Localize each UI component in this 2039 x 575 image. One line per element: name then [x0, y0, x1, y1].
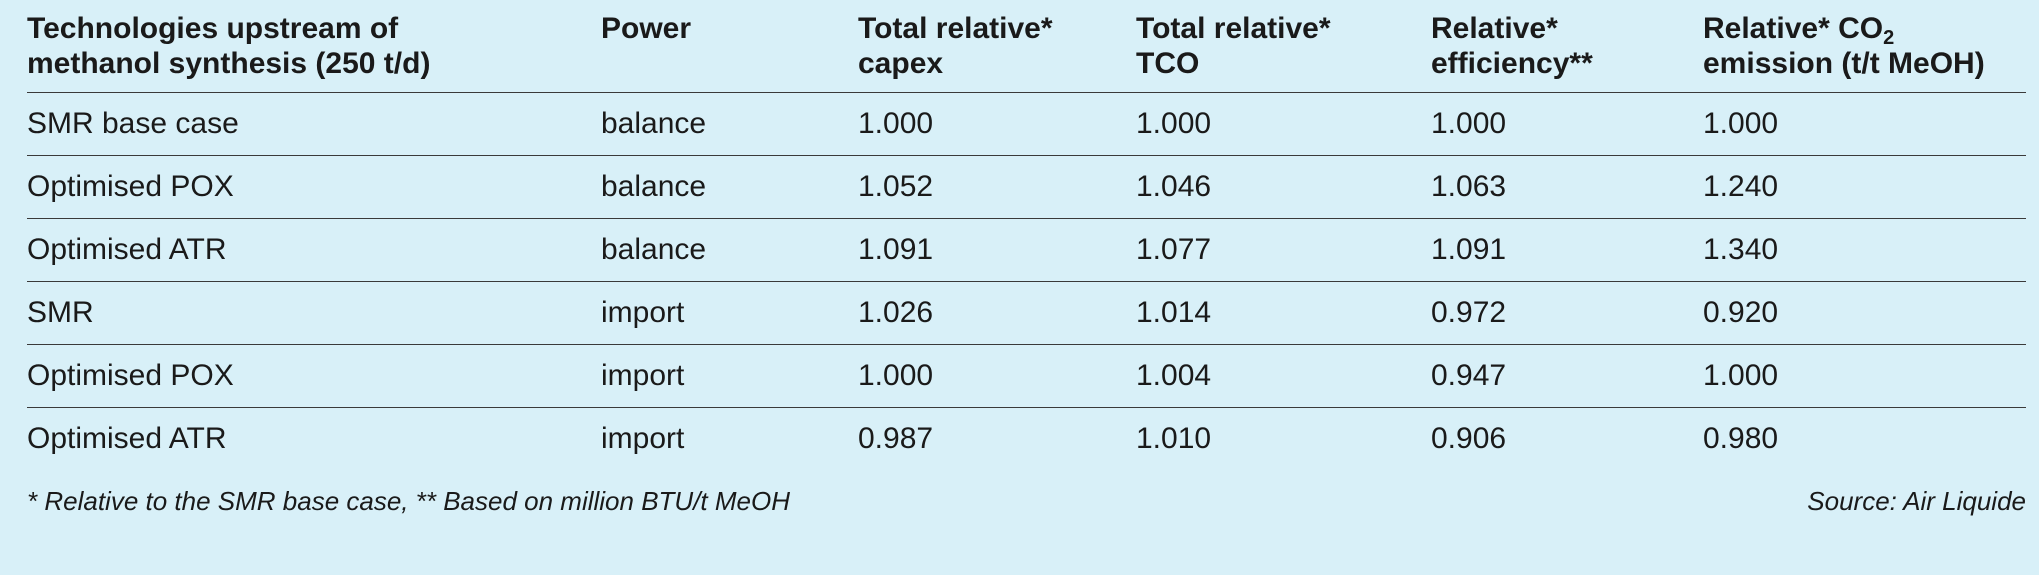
methanol-technology-table: Technologies upstream of methanol synthes…: [27, 0, 2026, 471]
cell-tco: 1.004: [1136, 344, 1431, 408]
cell-tco: 1.000: [1136, 92, 1431, 156]
cell-power: balance: [601, 92, 858, 156]
cell-co2: 1.240: [1703, 155, 2026, 219]
cell-efficiency: 0.906: [1431, 422, 1507, 456]
cell-capex: 1.091: [858, 218, 1136, 282]
header-efficiency: Relative* efficiency**: [1431, 0, 1703, 93]
cell-technology: Optimised ATR: [27, 422, 227, 456]
cell-capex: 1.026: [858, 281, 1136, 345]
cell-co2: 1.000: [1703, 344, 2026, 408]
cell-capex: 1.000: [858, 344, 1136, 408]
cell-co2: 0.980: [1703, 422, 1779, 456]
cell-power: import: [601, 344, 858, 408]
header-technology: Technologies upstream of methanol synthes…: [27, 0, 601, 93]
cell-power: balance: [601, 155, 858, 219]
cell-efficiency: 1.000: [1431, 92, 1703, 156]
table-footer: * Relative to the SMR base case, ** Base…: [27, 486, 2026, 517]
cell-power: balance: [601, 218, 858, 282]
cell-capex: 1.000: [858, 92, 1136, 156]
cell-co2: 0.920: [1703, 281, 2026, 345]
table-row: SMR base case balance 1.000 1.000 1.000 …: [27, 92, 2026, 156]
cell-capex: 0.987: [858, 422, 934, 456]
header-power: Power: [601, 0, 858, 93]
cell-efficiency: 1.063: [1431, 155, 1703, 219]
header-row: Technologies upstream of methanol synthes…: [27, 0, 2026, 93]
cell-technology: Optimised POX: [27, 155, 601, 219]
cell-efficiency: 1.091: [1431, 218, 1703, 282]
table-row: Optimised ATR balance 1.091 1.077 1.091 …: [27, 218, 2026, 282]
table-row: Optimised POX import 1.000 1.004 0.947 1…: [27, 344, 2026, 408]
cell-efficiency: 0.972: [1431, 281, 1703, 345]
cell-technology: Optimised POX: [27, 344, 601, 408]
header-co2-emission: Relative* CO2 emission (t/t MeOH): [1703, 0, 2026, 93]
cell-power: import: [601, 422, 685, 456]
cell-co2: 1.000: [1703, 92, 2026, 156]
cell-tco: 1.046: [1136, 155, 1431, 219]
cell-technology: SMR: [27, 281, 601, 345]
cell-capex: 1.052: [858, 155, 1136, 219]
data-table-container: Technologies upstream of methanol synthes…: [27, 0, 2026, 471]
source-credit: Source: Air Liquide: [1807, 486, 2026, 516]
footnote: * Relative to the SMR base case, ** Base…: [27, 486, 790, 516]
cell-technology: Optimised ATR: [27, 218, 601, 282]
cell-power: import: [601, 281, 858, 345]
cell-technology: SMR base case: [27, 92, 601, 156]
header-capex: Total relative* capex: [858, 0, 1136, 93]
table-row: Optimised POX balance 1.052 1.046 1.063 …: [27, 155, 2026, 219]
table-row: SMR import 1.026 1.014 0.972 0.920: [27, 281, 2026, 345]
table-row: Optimised ATR import 0.987 1.010 0.906 0…: [27, 408, 2026, 471]
header-tco: Total relative* TCO: [1136, 0, 1431, 93]
cell-tco: 1.014: [1136, 281, 1431, 345]
cell-co2: 1.340: [1703, 218, 2026, 282]
cell-tco: 1.077: [1136, 218, 1431, 282]
cell-tco: 1.010: [1136, 422, 1212, 456]
cell-efficiency: 0.947: [1431, 344, 1703, 408]
